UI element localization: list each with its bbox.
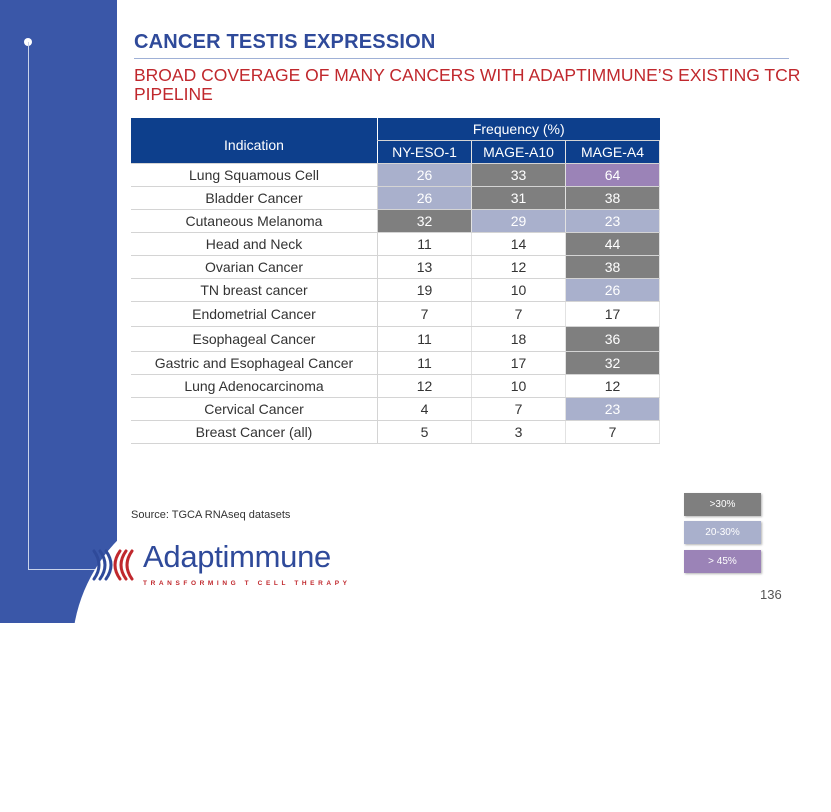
indication-cell: Cutaneous Melanoma <box>131 209 378 233</box>
value-cell: 36 <box>565 326 660 352</box>
value-cell: 13 <box>377 255 472 279</box>
table-row: Lung Squamous Cell 26 33 64 <box>131 163 660 187</box>
sidebar-line-horizontal <box>28 569 98 570</box>
table-row: Esophageal Cancer 11 18 36 <box>131 326 660 352</box>
value-cell: 10 <box>471 374 566 398</box>
indication-cell: Head and Neck <box>131 232 378 256</box>
value-cell: 12 <box>377 374 472 398</box>
table-row: Head and Neck 11 14 44 <box>131 232 660 256</box>
value-cell: 26 <box>377 186 472 210</box>
value-cell: 17 <box>565 301 660 327</box>
indication-cell: Lung Squamous Cell <box>131 163 378 187</box>
table-row: Ovarian Cancer 13 12 38 <box>131 255 660 279</box>
value-cell: 10 <box>471 278 566 302</box>
indication-cell: Breast Cancer (all) <box>131 420 378 444</box>
logo-tagline: TRANSFORMING T CELL THERAPY <box>143 580 351 587</box>
value-cell: 38 <box>565 186 660 210</box>
table-row: Breast Cancer (all) 5 3 7 <box>131 420 660 444</box>
value-cell: 11 <box>377 232 472 256</box>
value-cell: 33 <box>471 163 566 187</box>
column-header-indication: Indication <box>131 118 378 164</box>
sidebar-line <box>28 42 29 570</box>
value-cell: 32 <box>565 351 660 375</box>
page-subtitle: BROAD COVERAGE OF MANY CANCERS WITH ADAP… <box>134 65 801 104</box>
table-row: Bladder Cancer 26 31 38 <box>131 186 660 210</box>
value-cell: 38 <box>565 255 660 279</box>
page-title: CANCER TESTIS EXPRESSION <box>134 31 436 53</box>
indication-cell: Esophageal Cancer <box>131 326 378 352</box>
column-header-ny-eso-1: NY-ESO-1 <box>377 140 472 164</box>
table-row: Cutaneous Melanoma 32 29 23 <box>131 209 660 233</box>
indication-cell: Gastric and Esophageal Cancer <box>131 351 378 375</box>
table-row: Lung Adenocarcinoma 12 10 12 <box>131 374 660 398</box>
indication-cell: Bladder Cancer <box>131 186 378 210</box>
value-cell: 29 <box>471 209 566 233</box>
indication-cell: Ovarian Cancer <box>131 255 378 279</box>
table-row: Gastric and Esophageal Cancer 11 17 32 <box>131 351 660 375</box>
value-cell: 64 <box>565 163 660 187</box>
legend-over-45: > 45% <box>684 550 761 573</box>
indication-cell: TN breast cancer <box>131 278 378 302</box>
value-cell: 11 <box>377 326 472 352</box>
indication-cell: Endometrial Cancer <box>131 301 378 327</box>
table-row: TN breast cancer 19 10 26 <box>131 278 660 302</box>
adaptimmune-logo-icon <box>90 545 142 585</box>
table-subheader-row: NY-ESO-1 MAGE-A10 MAGE-A4 <box>131 140 660 164</box>
column-header-mage-a10: MAGE-A10 <box>471 140 566 164</box>
expression-table: Indication Frequency (%) NY-ESO-1 MAGE-A… <box>131 118 660 444</box>
table-row: Cervical Cancer 4 7 23 <box>131 397 660 421</box>
column-header-mage-a4: MAGE-A4 <box>565 140 660 164</box>
legend-label: >30% <box>709 499 736 510</box>
legend-label: > 45% <box>708 556 737 567</box>
value-cell: 32 <box>377 209 472 233</box>
legend-20-30: 20-30% <box>684 521 761 544</box>
indication-cell: Lung Adenocarcinoma <box>131 374 378 398</box>
title-divider <box>134 58 789 59</box>
value-cell: 26 <box>565 278 660 302</box>
value-cell: 5 <box>377 420 472 444</box>
frequency-group-header: Frequency (%) <box>377 118 660 141</box>
value-cell: 17 <box>471 351 566 375</box>
indication-cell: Cervical Cancer <box>131 397 378 421</box>
value-cell: 44 <box>565 232 660 256</box>
value-cell: 23 <box>565 397 660 421</box>
table-header-row: Indication Frequency (%) <box>131 118 660 164</box>
value-cell: 11 <box>377 351 472 375</box>
value-cell: 26 <box>377 163 472 187</box>
legend-label: 20-30% <box>705 527 740 538</box>
value-cell: 7 <box>565 420 660 444</box>
source-note: Source: TGCA RNAseq datasets <box>131 509 291 521</box>
value-cell: 7 <box>471 301 566 327</box>
value-cell: 14 <box>471 232 566 256</box>
sidebar-band <box>0 0 117 623</box>
value-cell: 18 <box>471 326 566 352</box>
value-cell: 12 <box>565 374 660 398</box>
value-cell: 4 <box>377 397 472 421</box>
value-cell: 7 <box>377 301 472 327</box>
value-cell: 23 <box>565 209 660 233</box>
page-number: 136 <box>760 587 782 602</box>
table-row: Endometrial Cancer 7 7 17 <box>131 301 660 327</box>
value-cell: 31 <box>471 186 566 210</box>
logo-wordmark: Adaptimmune <box>143 539 331 574</box>
value-cell: 7 <box>471 397 566 421</box>
legend-over-30: >30% <box>684 493 761 516</box>
value-cell: 19 <box>377 278 472 302</box>
value-cell: 12 <box>471 255 566 279</box>
value-cell: 3 <box>471 420 566 444</box>
